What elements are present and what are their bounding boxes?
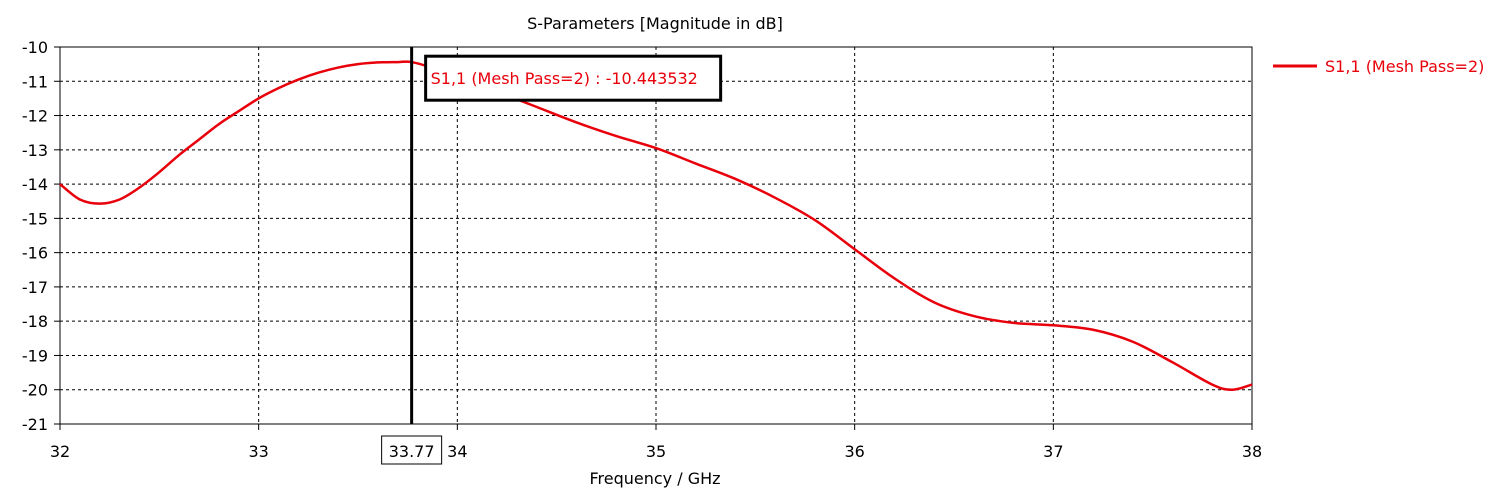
series-layer bbox=[59, 60, 1253, 391]
series-line-s11 bbox=[59, 60, 1253, 391]
x-tick-label: 33 bbox=[248, 442, 268, 461]
y-tick-label: -21 bbox=[22, 415, 48, 434]
y-tick-label: -19 bbox=[22, 346, 48, 365]
marker-x-label-box bbox=[381, 435, 443, 465]
x-tick-label: 32 bbox=[50, 442, 70, 461]
x-tick-label: 38 bbox=[1242, 442, 1262, 461]
y-tick-label: -15 bbox=[22, 209, 48, 228]
x-axis-ticks: 32 33 34 35 36 37 38 bbox=[50, 424, 1262, 461]
y-axis-ticks: -10 -11 -12 -13 -14 -15 -16 -17 -18 -19 -20 -21 bbox=[22, 38, 60, 434]
grid-lines bbox=[60, 47, 1252, 424]
marker-layer[interactable]: S1,1 (Mesh Pass=2) : -10.443532 33.77 bbox=[381, 47, 723, 465]
x-tick-label: 36 bbox=[844, 442, 864, 461]
y-tick-label: -10 bbox=[22, 38, 48, 57]
chart-title: S-Parameters [Magnitude in dB] bbox=[527, 14, 783, 33]
y-tick-label: -14 bbox=[22, 175, 48, 194]
y-tick-label: -11 bbox=[22, 72, 48, 91]
y-tick-label: -12 bbox=[22, 107, 48, 126]
marker-readout-text: S1,1 (Mesh Pass=2) : -10.443532 bbox=[431, 69, 698, 88]
x-tick-label: 37 bbox=[1043, 442, 1063, 461]
legend[interactable]: S1,1 (Mesh Pass=2) bbox=[1273, 57, 1484, 76]
y-tick-label: -16 bbox=[22, 244, 48, 263]
y-tick-label: -13 bbox=[22, 141, 48, 160]
marker-readout-box bbox=[424, 54, 723, 102]
y-tick-label: -17 bbox=[22, 278, 48, 297]
legend-label: S1,1 (Mesh Pass=2) bbox=[1325, 57, 1484, 76]
y-tick-label: -20 bbox=[22, 381, 48, 400]
x-tick-label: 34 bbox=[447, 442, 467, 461]
x-axis-label: Frequency / GHz bbox=[589, 469, 720, 488]
marker-x-label: 33.77 bbox=[389, 442, 435, 461]
y-tick-label: -18 bbox=[22, 312, 48, 331]
x-tick-label: 35 bbox=[646, 442, 666, 461]
